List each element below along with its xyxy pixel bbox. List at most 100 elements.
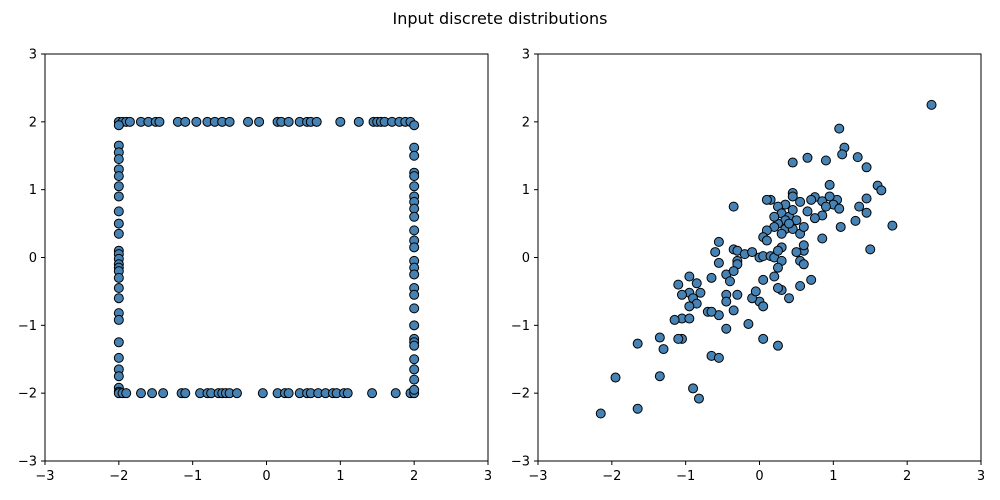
scatter-point	[824, 191, 835, 202]
scatter-point	[684, 301, 695, 312]
scatter-point	[824, 179, 835, 190]
scatter-point	[409, 211, 420, 222]
scatter-point	[806, 194, 817, 205]
scatter-point	[658, 344, 669, 355]
scatter-point	[113, 283, 124, 294]
x-tick-label: −1	[676, 469, 695, 484]
x-tick-label: 2	[903, 469, 911, 484]
x-tick-label: −2	[109, 469, 128, 484]
scatter-point	[353, 116, 364, 127]
scatter-point	[854, 201, 865, 212]
scatter-points	[113, 116, 420, 399]
scatter-point	[693, 393, 704, 404]
y-tick-label: 2	[29, 115, 37, 130]
scatter-point	[409, 303, 420, 314]
scatter-point	[113, 171, 124, 182]
y-tick-label: 3	[522, 48, 530, 63]
scatter-point	[820, 201, 831, 212]
scatter-point	[772, 245, 783, 256]
scatter-point	[784, 293, 795, 304]
scatter-point	[743, 318, 754, 329]
scatter-point	[180, 388, 191, 399]
scatter-point	[761, 235, 772, 246]
scatter-points	[595, 99, 937, 419]
scatter-point	[806, 274, 817, 285]
scatter-point	[837, 149, 848, 160]
left-scatter-panel: −3 −2 −1 0 1 2 3 −3 −2 −1 0 1 2 3	[18, 48, 492, 485]
scatter-point	[758, 333, 769, 344]
scatter-point	[113, 181, 124, 192]
scatter-point	[861, 207, 872, 218]
figure-title: Input discrete distributions	[392, 9, 607, 28]
scatter-point	[409, 340, 420, 351]
scatter-point	[113, 154, 124, 165]
scatter-point	[409, 384, 420, 395]
right-scatter-panel: −3 −2 −1 0 1 2 3 −3 −2 −1 0 1 2 3	[511, 48, 985, 485]
scatter-point	[254, 116, 265, 127]
scatter-point	[820, 155, 831, 166]
scatter-point	[769, 211, 780, 222]
scatter-point	[787, 191, 798, 202]
scatter-point	[802, 152, 813, 163]
x-tick-label: −3	[528, 469, 547, 484]
scatter-point	[861, 193, 872, 204]
scatter-point	[409, 374, 420, 385]
scatter-point	[409, 269, 420, 280]
scatter-point	[706, 272, 717, 283]
scatter-point	[632, 338, 643, 349]
scatter-point	[113, 120, 124, 131]
scatter-point	[713, 236, 724, 247]
scatter-point	[721, 323, 732, 334]
scatter-point	[113, 352, 124, 363]
axes-frame	[44, 53, 489, 462]
scatter-point	[180, 116, 191, 127]
scatter-point	[795, 280, 806, 291]
scatter-point	[409, 225, 420, 236]
scatter-point	[224, 116, 235, 127]
scatter-point	[721, 296, 732, 307]
scatter-point	[409, 171, 420, 182]
scatter-point	[243, 116, 254, 127]
scatter-point	[772, 340, 783, 351]
scatter-point	[688, 383, 699, 394]
x-tick-label: 3	[977, 469, 985, 484]
scatter-point	[710, 247, 721, 258]
scatter-point	[113, 293, 124, 304]
scatter-point	[147, 388, 158, 399]
scatter-point	[191, 116, 202, 127]
scatter-point	[257, 388, 268, 399]
scatter-point	[113, 218, 124, 229]
scatter-point	[834, 203, 845, 214]
scatter-point	[809, 213, 820, 224]
scatter-point	[776, 228, 787, 239]
y-tick-label: −1	[18, 319, 37, 334]
scatter-point	[113, 191, 124, 202]
scatter-point	[728, 305, 739, 316]
scatter-point	[850, 215, 861, 226]
scatter-point	[113, 228, 124, 239]
scatter-point	[834, 123, 845, 134]
scatter-point	[654, 371, 665, 382]
scatter-point	[654, 332, 665, 343]
scatter-point	[135, 388, 146, 399]
scatter-point	[311, 116, 322, 127]
scatter-point	[758, 274, 769, 285]
scatter-point	[695, 287, 706, 298]
scatter-point	[787, 157, 798, 168]
x-tick-label: 1	[336, 469, 344, 484]
scatter-point	[728, 266, 739, 277]
scatter-point	[758, 301, 769, 312]
scatter-point	[409, 120, 420, 131]
scatter-point	[787, 205, 798, 216]
scatter-point	[713, 257, 724, 268]
scatter-point	[887, 220, 898, 231]
scatter-point	[747, 247, 758, 258]
scatter-point	[817, 233, 828, 244]
scatter-point	[802, 206, 813, 217]
scatter-point	[113, 337, 124, 348]
scatter-point	[852, 152, 863, 163]
x-tick-label: 2	[410, 469, 418, 484]
scatter-point	[798, 221, 809, 232]
x-tick-label: 0	[262, 469, 270, 484]
